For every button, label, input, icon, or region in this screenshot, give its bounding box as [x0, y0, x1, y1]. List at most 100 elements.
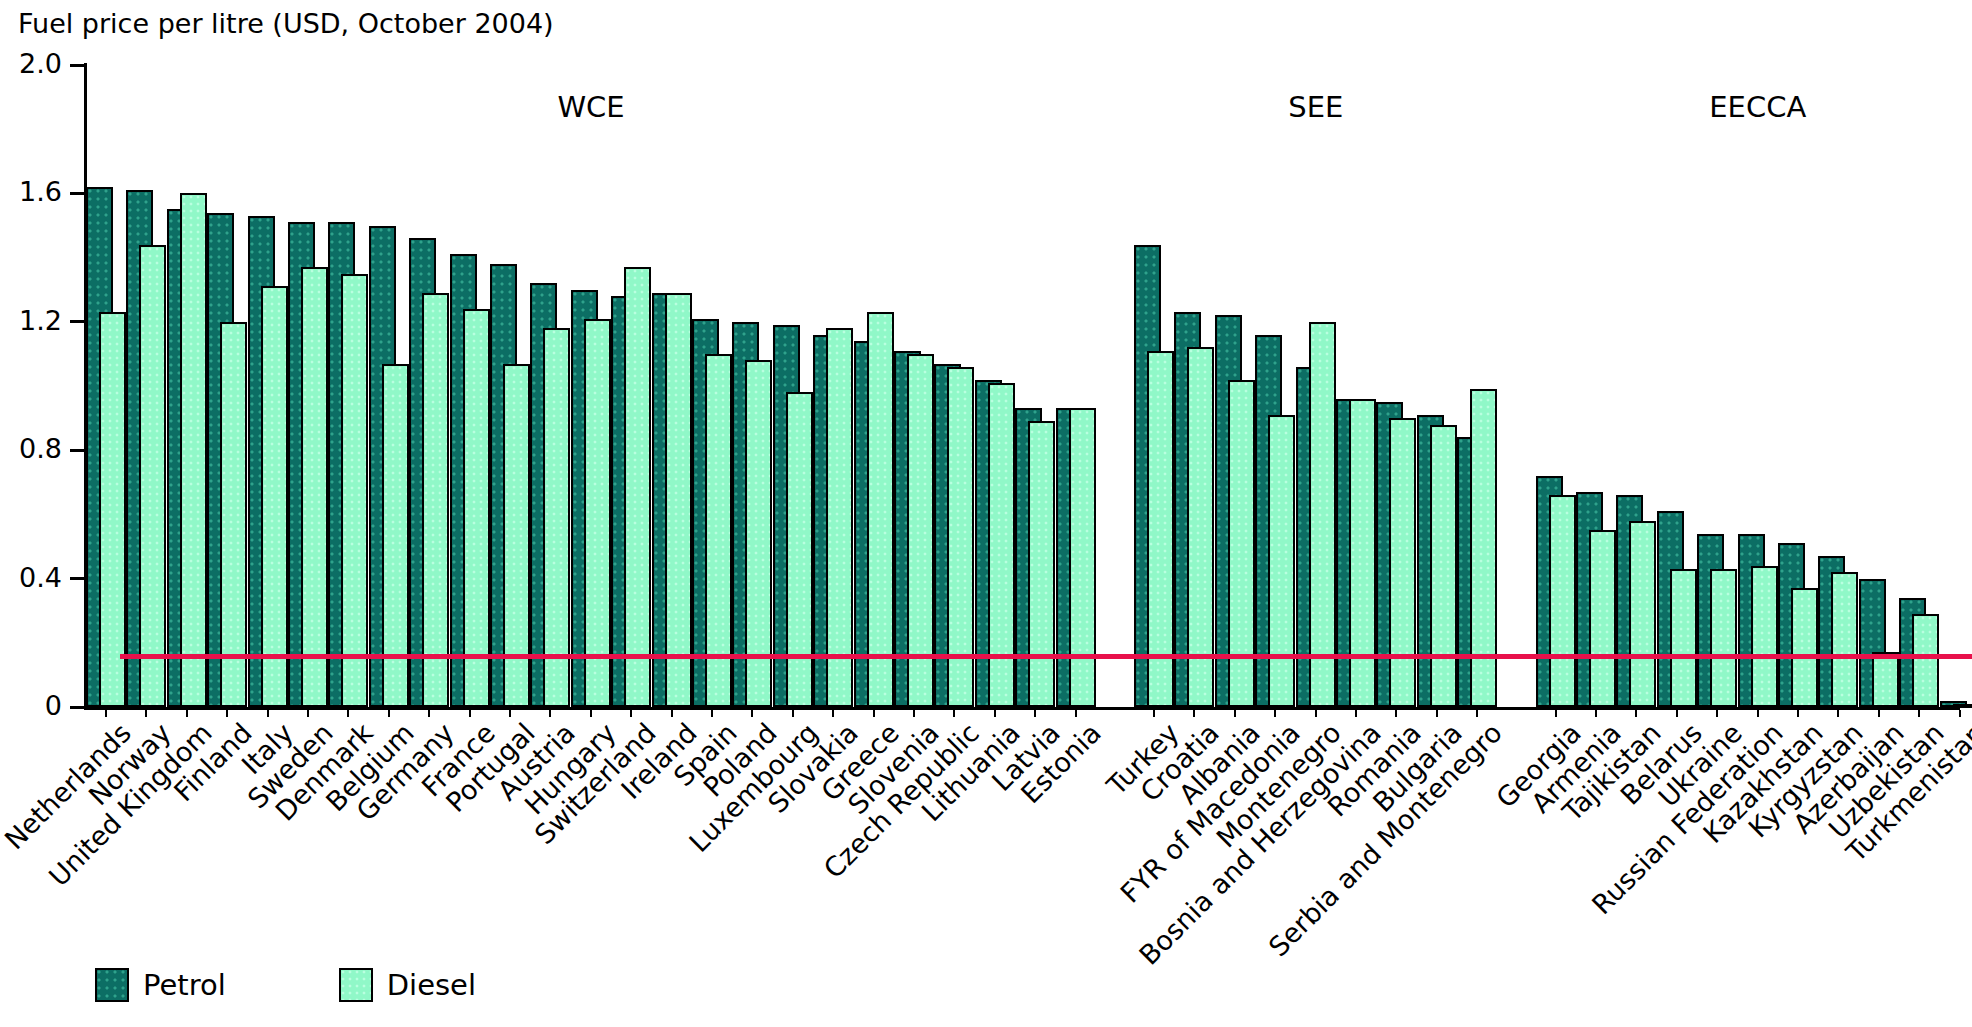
x-tick: [1153, 710, 1155, 717]
y-tick-label: 2.0: [0, 48, 62, 79]
diesel-bar: [786, 392, 813, 707]
diesel-bar: [624, 267, 651, 707]
diesel-legend-label: Diesel: [387, 968, 476, 1002]
diesel-bar: [1549, 495, 1576, 707]
x-tick: [1959, 710, 1961, 717]
x-tick: [1075, 710, 1077, 717]
x-tick: [590, 710, 592, 717]
diesel-bar: [1028, 421, 1055, 707]
x-tick: [1274, 710, 1276, 717]
diesel-bar: [422, 293, 449, 707]
x-tick: [792, 710, 794, 717]
x-tick: [1395, 710, 1397, 717]
y-tick: [70, 192, 85, 195]
x-tick: [1918, 710, 1920, 717]
x-tick: [1676, 710, 1678, 717]
x-tick: [428, 710, 430, 717]
y-tick-label: 1.2: [0, 305, 62, 336]
y-axis-line: [84, 63, 87, 710]
diesel-bar: [1791, 588, 1818, 707]
x-axis-line: [84, 707, 1960, 710]
x-tick: [832, 710, 834, 717]
x-tick: [1716, 710, 1718, 717]
y-tick-label: 0: [0, 690, 62, 721]
x-tick: [105, 710, 107, 717]
diesel-bar: [1872, 652, 1899, 707]
x-tick: [1355, 710, 1357, 717]
diesel-bar: [867, 312, 894, 707]
x-tick: [711, 710, 713, 717]
petrol-legend-label: Petrol: [143, 968, 226, 1002]
y-tick: [70, 64, 85, 67]
x-tick: [1234, 710, 1236, 717]
region-group-label: SEE: [1134, 90, 1498, 124]
x-tick: [388, 710, 390, 717]
y-tick-label: 0.8: [0, 433, 62, 464]
x-tick: [994, 710, 996, 717]
diesel-bar: [1710, 569, 1737, 707]
x-tick: [1595, 710, 1597, 717]
x-tick: [226, 710, 228, 717]
diesel-bar: [543, 328, 570, 707]
diesel-bar: [139, 245, 166, 707]
diesel-bar: [99, 312, 126, 707]
x-tick: [1635, 710, 1637, 717]
diesel-bar: [1751, 566, 1778, 707]
diesel-bar: [1912, 614, 1939, 707]
petrol-legend-swatch: [95, 968, 129, 1002]
x-tick: [1837, 710, 1839, 717]
x-tick: [751, 710, 753, 717]
x-tick: [1797, 710, 1799, 717]
diesel-bar: [1470, 389, 1497, 707]
x-tick: [509, 710, 511, 717]
x-tick: [873, 710, 875, 717]
x-tick: [307, 710, 309, 717]
y-tick: [70, 577, 85, 580]
diesel-bar: [301, 267, 328, 707]
diesel-bar: [180, 193, 207, 707]
x-tick: [1034, 710, 1036, 717]
diesel-bar: [1670, 569, 1697, 707]
diesel-bar: [1309, 322, 1336, 707]
x-tick: [549, 710, 551, 717]
x-tick: [913, 710, 915, 717]
diesel-bar: [584, 319, 611, 707]
y-tick: [70, 706, 85, 709]
y-tick-label: 0.4: [0, 562, 62, 593]
x-tick: [1878, 710, 1880, 717]
fuel-price-chart: Fuel price per litre (USD, October 2004)…: [0, 0, 1972, 1027]
x-tick: [953, 710, 955, 717]
y-tick-label: 1.6: [0, 176, 62, 207]
diesel-bar: [1589, 530, 1616, 707]
diesel-bar: [1629, 521, 1656, 707]
x-tick: [469, 710, 471, 717]
diesel-bar: [1268, 415, 1295, 707]
x-tick: [347, 710, 349, 717]
diesel-bar: [341, 274, 368, 707]
diesel-bar: [1349, 399, 1376, 707]
x-tick: [1476, 710, 1478, 717]
diesel-bar: [1831, 572, 1858, 707]
x-tick: [145, 710, 147, 717]
diesel-bar: [1389, 418, 1416, 707]
x-tick: [1436, 710, 1438, 717]
reference-line: [120, 654, 1972, 659]
diesel-bar: [1430, 425, 1457, 707]
diesel-bar: [261, 286, 288, 707]
diesel-bar: [220, 322, 247, 707]
x-tick: [186, 710, 188, 717]
x-tick: [267, 710, 269, 717]
diesel-bar: [826, 328, 853, 707]
legend: Petrol Diesel: [95, 968, 476, 1002]
x-tick: [1757, 710, 1759, 717]
x-tick: [630, 710, 632, 717]
diesel-bar: [665, 293, 692, 707]
region-group-label: WCE: [86, 90, 1096, 124]
region-group-label: EECCA: [1536, 90, 1972, 124]
x-tick: [1193, 710, 1195, 717]
chart-title: Fuel price per litre (USD, October 2004): [18, 8, 554, 39]
diesel-bar: [1069, 408, 1096, 707]
diesel-legend-swatch: [339, 968, 373, 1002]
diesel-bar: [463, 309, 490, 707]
x-tick: [1555, 710, 1557, 717]
